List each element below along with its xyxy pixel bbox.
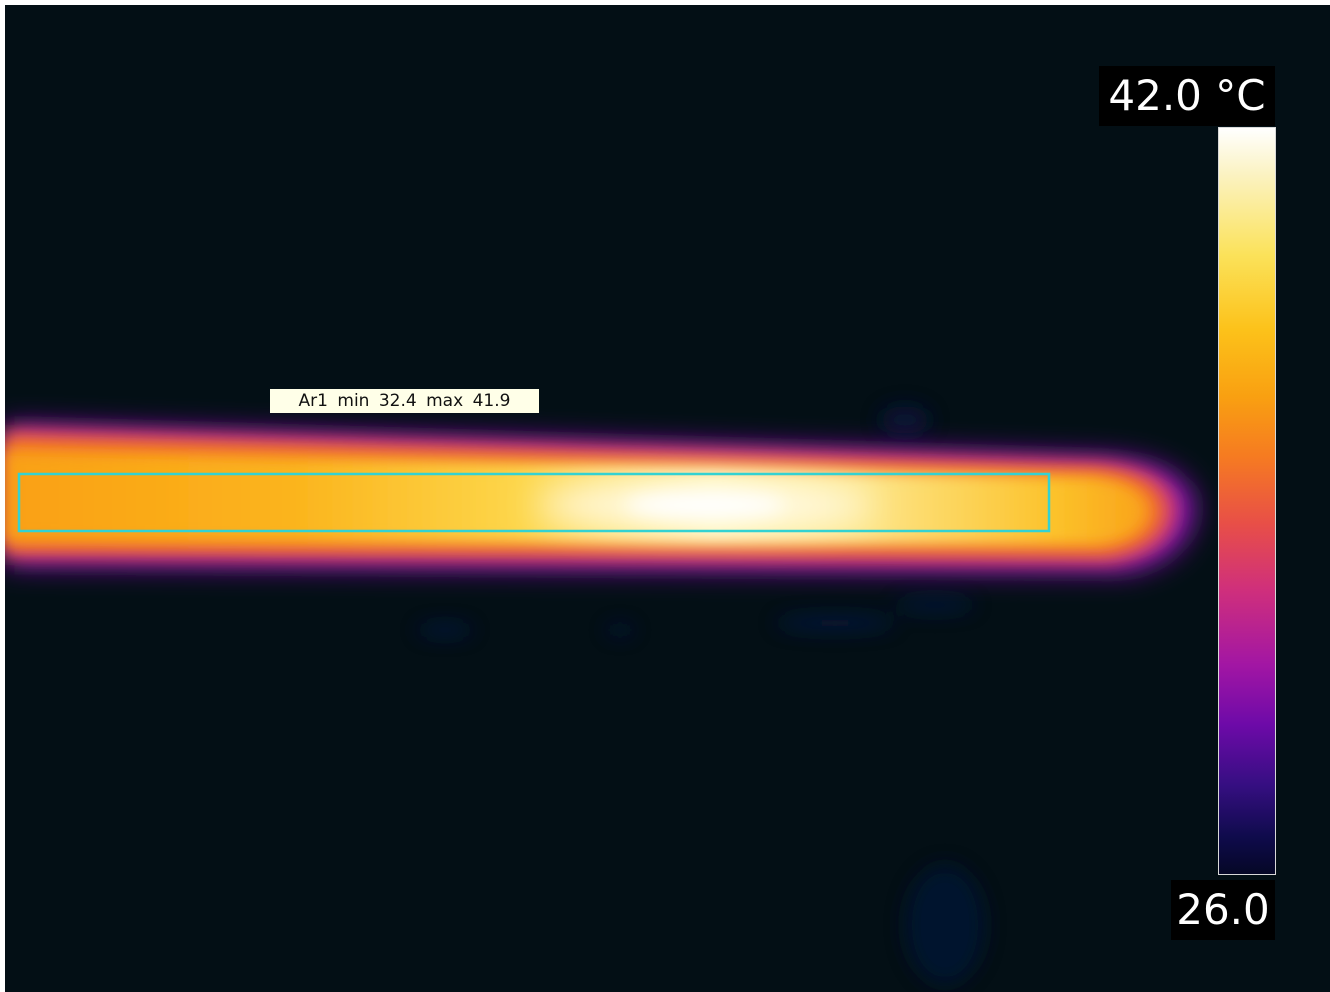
background-reflections xyxy=(417,406,985,985)
rod-hot-spot-center xyxy=(625,493,785,517)
roi-name: Ar1 xyxy=(298,391,328,411)
temperature-scale-min: 26.0 xyxy=(1171,880,1275,940)
thermal-image-viewer: Ar1 min 32.4 max 41.9 42.0 °C 26.0 xyxy=(5,5,1330,992)
temperature-color-scale-bar xyxy=(1218,127,1276,875)
roi-area-rectangle[interactable] xyxy=(17,472,1051,533)
roi-min-label: min xyxy=(337,391,370,411)
roi-min-value: 32.4 xyxy=(378,391,417,411)
roi-max-value: 41.9 xyxy=(472,391,511,411)
temperature-scale-max: 42.0 °C xyxy=(1099,66,1275,126)
thermal-image xyxy=(5,406,1195,985)
roi-max-label: max xyxy=(426,391,464,411)
roi-measurement-label: Ar1 min 32.4 max 41.9 xyxy=(270,389,539,413)
